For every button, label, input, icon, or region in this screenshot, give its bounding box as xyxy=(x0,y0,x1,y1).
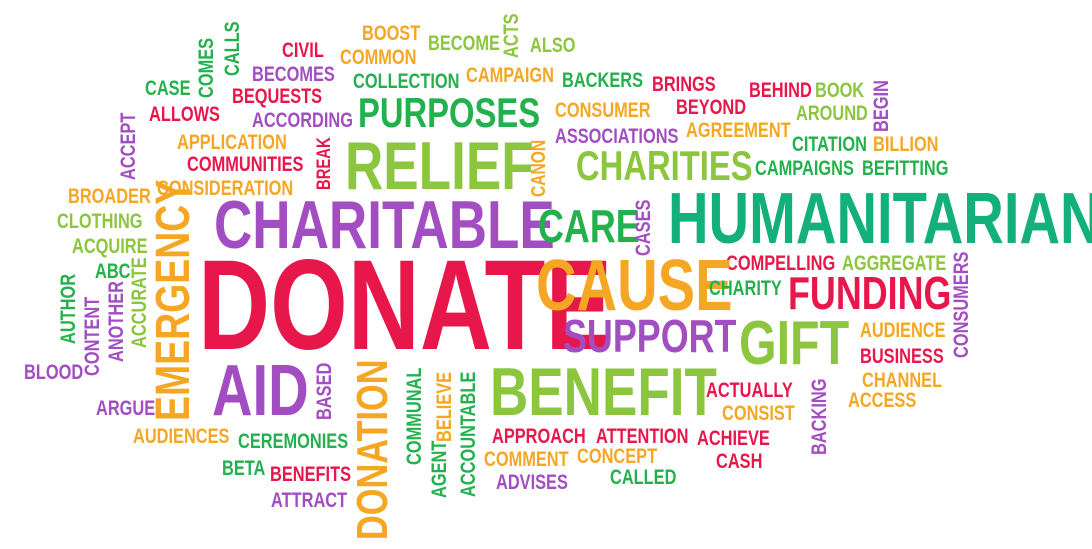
word-content: CONTENT xyxy=(81,296,104,376)
word-argue: ARGUE xyxy=(96,397,156,420)
word-funding: FUNDING xyxy=(788,267,952,319)
word-broader: BROADER xyxy=(68,185,151,208)
word-donate: DONATE xyxy=(198,234,613,377)
word-communities: COMMUNITIES xyxy=(187,153,304,176)
word-ceremonies: CEREMONIES xyxy=(238,430,349,453)
word-business: BUSINESS xyxy=(860,345,944,368)
word-book: BOOK xyxy=(815,79,865,102)
word-attention: ATTENTION xyxy=(596,425,689,448)
word-case: CASE xyxy=(145,77,191,100)
word-consumer: CONSUMER xyxy=(555,99,651,122)
word-charitable: CHARITABLE xyxy=(214,187,555,263)
word-support: SUPPORT xyxy=(563,310,737,362)
word-cause: CAUSE xyxy=(536,246,733,326)
word-break: BREAK xyxy=(314,137,335,190)
word-beyond: BEYOND xyxy=(676,96,747,119)
word-aid: AID xyxy=(212,351,309,431)
word-application: APPLICATION xyxy=(177,131,287,154)
word-boost: BOOST xyxy=(362,22,421,45)
word-consist: CONSIST xyxy=(722,402,795,425)
word-acts: ACTS xyxy=(500,13,523,59)
word-civil: CIVIL xyxy=(282,39,324,62)
word-audiences: AUDIENCES xyxy=(133,425,230,448)
word-based: BASED xyxy=(313,362,336,420)
word-campaign: CAMPAIGN xyxy=(466,64,554,87)
word-concept: CONCEPT xyxy=(577,445,658,468)
word-becomes: BECOMES xyxy=(252,63,335,86)
word-access: ACCESS xyxy=(848,389,917,412)
word-acquire: ACQUIRE xyxy=(72,235,148,258)
word-according: ACCORDING xyxy=(252,109,354,132)
word-around: AROUND xyxy=(796,102,868,125)
word-beta: BETA xyxy=(222,457,266,480)
word-collection: COLLECTION xyxy=(353,70,460,93)
word-brings: BRINGS xyxy=(652,73,716,96)
word-billion: BILLION xyxy=(873,133,939,156)
word-abc: ABC xyxy=(95,260,131,283)
word-advises: ADVISES xyxy=(496,471,568,494)
word-also: ALSO xyxy=(530,34,576,57)
word-consumers: CONSUMERS xyxy=(950,251,973,358)
word-care: CARE xyxy=(538,200,640,252)
word-benefit: BENEFIT xyxy=(490,354,717,430)
word-approach: APPROACH xyxy=(492,425,586,448)
word-associations: ASSOCIATIONS xyxy=(555,125,679,148)
word-accountable: ACCOUNTABLE xyxy=(457,371,480,497)
word-backers: BACKERS xyxy=(562,69,643,92)
word-gift: GIFT xyxy=(739,309,850,378)
word-benefits: BENEFITS xyxy=(270,463,351,486)
word-campaigns: CAMPAIGNS xyxy=(755,157,854,180)
word-purposes: PURPOSES xyxy=(358,89,541,136)
word-accept: ACCEPT xyxy=(117,112,140,180)
word-relief: RELIEF xyxy=(345,128,534,204)
word-communal: COMMUNAL xyxy=(403,367,426,465)
word-befitting: BEFITTING xyxy=(862,157,949,180)
word-called: CALLED xyxy=(610,466,677,489)
word-charity: CHARITY xyxy=(709,277,782,300)
word-blood: BLOOD xyxy=(24,361,84,384)
word-consideration: CONSIDERATION xyxy=(157,177,294,200)
word-emergency: EMERGENCY xyxy=(147,179,200,421)
word-agent: AGENT xyxy=(428,440,451,498)
word-believe: BELIEVE xyxy=(433,371,456,442)
word-accurate: ACCURATE xyxy=(128,257,151,348)
word-citation: CITATION xyxy=(792,133,867,156)
word-author: AUTHOR xyxy=(57,273,80,344)
word-attract: ATTRACT xyxy=(271,489,348,512)
word-humanitarian: HUMANITARIAN xyxy=(668,179,1092,259)
word-agreement: AGREEMENT xyxy=(686,119,791,142)
word-clothing: CLOTHING xyxy=(57,210,143,233)
word-allows: ALLOWS xyxy=(149,103,220,126)
word-bequests: BEQUESTS xyxy=(232,85,323,108)
word-audience: AUDIENCE xyxy=(860,319,946,342)
word-channel: CHANNEL xyxy=(862,369,943,392)
word-donation: DONATION xyxy=(348,359,397,540)
word-begin: BEGIN xyxy=(870,80,893,132)
word-aggregate: AGGREGATE xyxy=(842,252,947,275)
word-behind: BEHIND xyxy=(749,79,812,102)
word-charities: CHARITIES xyxy=(576,142,753,189)
word-actually: ACTUALLY xyxy=(706,379,793,402)
word-another: ANOTHER xyxy=(105,281,128,362)
word-calls: CALLS xyxy=(221,21,244,76)
word-compelling: COMPELLING xyxy=(726,252,836,275)
word-comment: COMMENT xyxy=(484,448,569,471)
word-achieve: ACHIEVE xyxy=(697,427,770,450)
word-become: BECOME xyxy=(428,32,500,55)
word-cash: CASH xyxy=(716,450,763,473)
word-comes: COMES xyxy=(195,37,218,98)
word-common: COMMON xyxy=(340,46,417,69)
word-backing: BACKING xyxy=(808,378,831,455)
